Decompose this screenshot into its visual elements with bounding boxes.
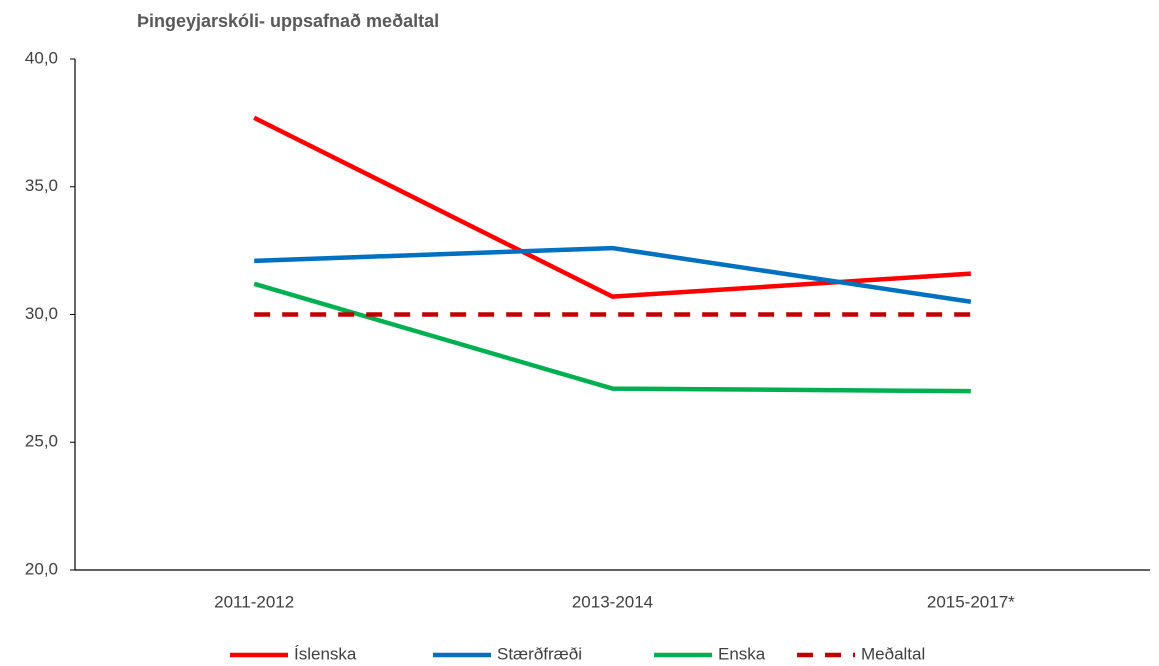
legend-label: Enska bbox=[718, 644, 766, 663]
y-tick-label: 35,0 bbox=[25, 176, 58, 195]
x-tick-label: 2015-2017* bbox=[927, 592, 1015, 611]
y-tick-label: 40,0 bbox=[25, 48, 58, 67]
legend-label: Meðaltal bbox=[861, 644, 925, 663]
chart-title: Þingeyjarskóli- uppsafnað meðaltal bbox=[137, 11, 439, 31]
x-tick-label: 2013-2014 bbox=[572, 592, 653, 611]
series-line bbox=[253, 115, 971, 299]
legend-label: Íslenska bbox=[294, 644, 357, 663]
x-tick-label: 2011-2012 bbox=[214, 592, 294, 611]
series-line bbox=[253, 281, 971, 394]
y-tick-label: 25,0 bbox=[25, 432, 58, 451]
y-tick-label: 20,0 bbox=[25, 559, 58, 578]
legend-label: Stærðfræði bbox=[497, 644, 582, 663]
y-tick-label: 30,0 bbox=[25, 304, 58, 323]
series-line bbox=[254, 245, 972, 304]
